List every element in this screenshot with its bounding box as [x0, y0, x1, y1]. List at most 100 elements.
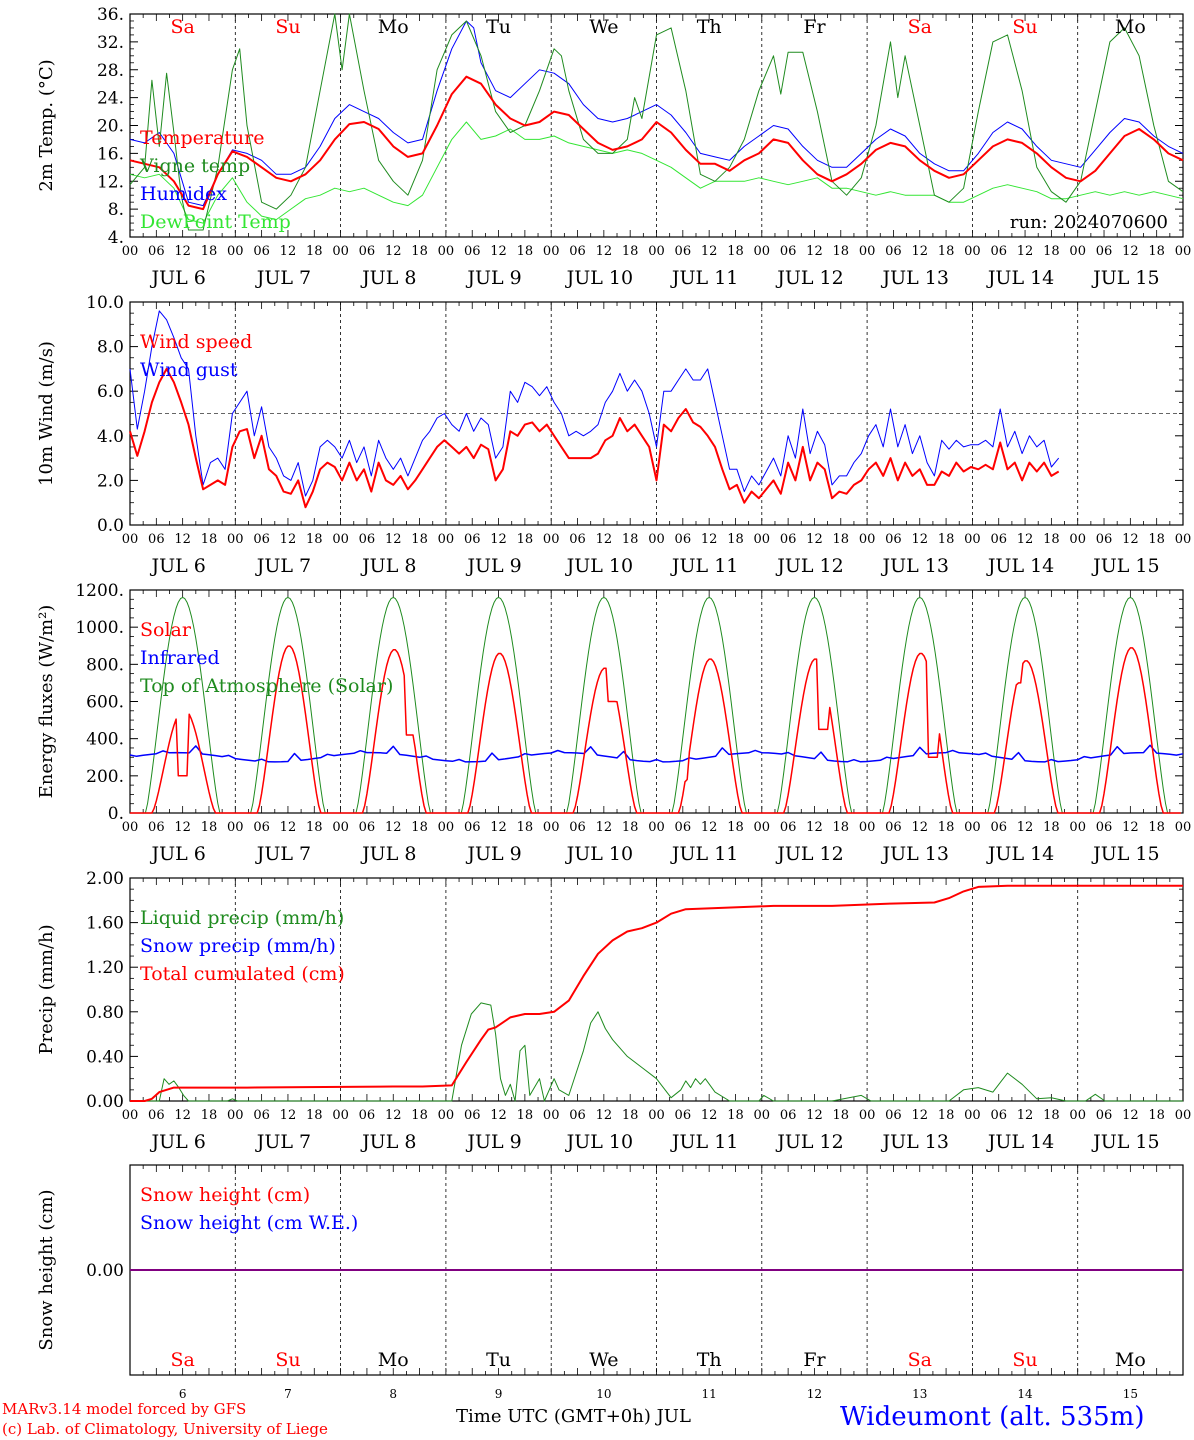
y-tick-label: 0.0 [97, 516, 124, 536]
legend-item: Humidex [140, 183, 227, 205]
hour-tick-label: 06 [359, 244, 376, 259]
hour-tick-label: 06 [885, 532, 902, 547]
hour-tick-label: 00 [754, 532, 771, 547]
day-label: JUL 10 [565, 843, 633, 865]
hour-tick-label: 18 [622, 820, 639, 835]
day-label: JUL 14 [986, 1131, 1054, 1153]
hour-tick-label: 18 [727, 532, 744, 547]
hour-tick-label: 18 [833, 244, 850, 259]
legend-item: Solar [140, 619, 192, 641]
day-label: JUL 11 [670, 1131, 738, 1153]
hour-tick-label: 00 [1175, 1108, 1192, 1123]
hour-tick-label: 00 [648, 244, 665, 259]
hour-tick-label: 00 [648, 820, 665, 835]
panel-5: 0.00 Snow height (cm) Snow height (cm) Snow… [36, 1164, 1184, 1376]
hour-tick-label: 12 [1017, 532, 1034, 547]
hour-tick-label: 00 [543, 820, 560, 835]
legend-item: Top of Atmosphere (Solar) [140, 675, 393, 697]
hour-tick-label: 00 [1069, 532, 1086, 547]
hour-tick-label: 18 [1148, 532, 1165, 547]
legend-item: Temperature [140, 127, 264, 149]
weekday-label-bottom: Mo [378, 1349, 409, 1371]
hour-tick-label: 18 [1148, 244, 1165, 259]
hour-tick-label: 06 [464, 820, 481, 835]
day-label: JUL 6 [149, 1131, 205, 1153]
hour-tick-label: 18 [1148, 1108, 1165, 1123]
hour-tick-label: 06 [990, 1108, 1007, 1123]
hour-tick-label: 00 [227, 1108, 244, 1123]
hour-tick-label: 12 [596, 1108, 613, 1123]
hour-tick-label: 06 [148, 1108, 165, 1123]
day-label: JUL 15 [1091, 267, 1159, 289]
hour-tick-label: 06 [569, 532, 586, 547]
hour-tick-label: 12 [806, 1108, 823, 1123]
hour-tick-label: 18 [938, 1108, 955, 1123]
hour-tick-label: 06 [359, 820, 376, 835]
series-humidex [129, 20, 1184, 207]
credit-line-2: (c) Lab. of Climatology, University of L… [2, 1420, 328, 1438]
day-label: JUL 12 [775, 843, 843, 865]
hour-tick-label: 00 [859, 532, 876, 547]
day-label: JUL 7 [255, 267, 311, 289]
hour-tick-label: 18 [622, 1108, 639, 1123]
day-label: JUL 14 [986, 267, 1054, 289]
y-tick-label: 1.20 [86, 958, 124, 978]
run-label: run: 2024070600 [1010, 212, 1168, 233]
hour-tick-label: 18 [411, 1108, 428, 1123]
y-tick-label: 800. [86, 655, 124, 675]
weekday-label-top: Tu [486, 16, 511, 38]
legend-item: Snow height (cm) [140, 1184, 310, 1206]
day-label: JUL 10 [565, 267, 633, 289]
hour-tick-label: 12 [174, 532, 191, 547]
hour-tick-label: 06 [990, 244, 1007, 259]
hour-tick-label: 12 [490, 532, 507, 547]
hour-tick-label: 12 [385, 1108, 402, 1123]
y-tick-label: 24. [97, 89, 124, 109]
hour-tick-label: 00 [964, 1108, 981, 1123]
y-tick-label: 1.60 [86, 914, 124, 934]
hour-tick-label: 06 [1096, 532, 1113, 547]
hour-tick-label: 12 [490, 1108, 507, 1123]
y-tick-label: 0.00 [86, 1261, 124, 1281]
hour-tick-label: 12 [701, 820, 718, 835]
hour-tick-label: 00 [332, 244, 349, 259]
hour-tick-label: 18 [306, 1108, 323, 1123]
hour-tick-label: 12 [806, 244, 823, 259]
hour-tick-label: 12 [280, 1108, 297, 1123]
hour-tick-label: 18 [938, 820, 955, 835]
hour-tick-label: 00 [1175, 244, 1192, 259]
series-dewpoint-temp [129, 121, 1184, 224]
hour-tick-label: 00 [964, 244, 981, 259]
y-tick-label: 12. [97, 172, 124, 192]
day-label: JUL 12 [775, 1131, 843, 1153]
hour-tick-label: 12 [806, 820, 823, 835]
weekday-label-bottom: Sa [908, 1349, 932, 1371]
weekday-label-bottom: We [589, 1349, 618, 1371]
series-temperature [129, 75, 1184, 211]
y-tick-label: 600. [86, 693, 124, 713]
hour-tick-label: 06 [148, 532, 165, 547]
hour-tick-label: 00 [332, 820, 349, 835]
hour-tick-label: 12 [280, 244, 297, 259]
hour-tick-label: 12 [174, 1108, 191, 1123]
hour-tick-label: 12 [385, 244, 402, 259]
hour-tick-label: 06 [253, 532, 270, 547]
panel-frame [129, 13, 1184, 238]
hour-tick-label: 06 [1096, 244, 1113, 259]
y-tick-label: 2.0 [97, 471, 124, 491]
hour-tick-label: 06 [359, 532, 376, 547]
hour-tick-label: 18 [201, 820, 218, 835]
hour-tick-label: 12 [1122, 820, 1139, 835]
hour-tick-label: 18 [938, 532, 955, 547]
hour-tick-label: 18 [622, 244, 639, 259]
y-tick-label: 2.00 [86, 869, 124, 889]
day-number-label: 14 [1017, 1387, 1033, 1401]
hour-tick-label: 06 [253, 1108, 270, 1123]
y-tick-label: 10.0 [86, 293, 124, 313]
y-axis-label: Energy fluxes (W/m²) [36, 605, 57, 799]
day-label: JUL 15 [1091, 843, 1159, 865]
weekday-label-top: Su [275, 16, 300, 38]
hour-tick-label: 12 [1122, 1108, 1139, 1123]
y-tick-label: 0.40 [86, 1047, 124, 1067]
hour-tick-label: 06 [780, 244, 797, 259]
